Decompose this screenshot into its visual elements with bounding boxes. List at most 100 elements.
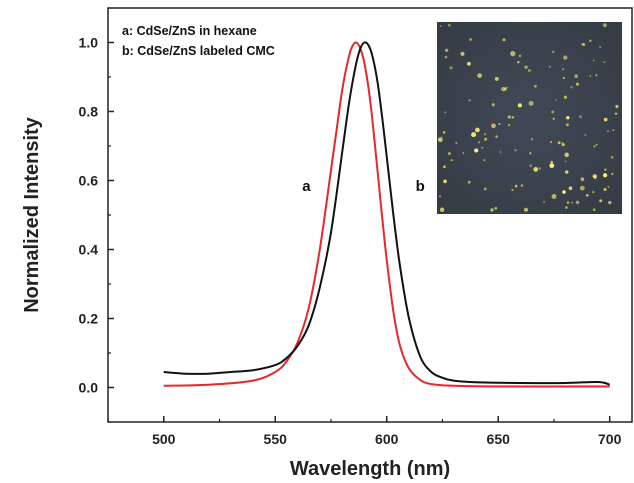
inset-dot: [517, 60, 520, 64]
x-axis-ticks: 500 550 600 650 700: [107, 416, 622, 447]
inset-dot: [495, 135, 498, 138]
inset-dot: [498, 122, 501, 125]
inset-dot: [502, 38, 506, 42]
inset-dot: [494, 206, 498, 210]
inset-dot: [552, 117, 555, 120]
inset-dot: [477, 73, 482, 78]
inset-dot: [538, 167, 541, 170]
inset-dot: [585, 193, 589, 197]
inset-dot: [575, 82, 580, 86]
inset-dot: [592, 59, 595, 62]
inset-dot: [570, 86, 573, 89]
inset-dot: [527, 69, 531, 72]
inset-dot: [615, 104, 619, 109]
inset-dot: [603, 61, 606, 64]
inset-dot: [511, 188, 514, 192]
inset-dot: [614, 112, 618, 115]
inset-dot: [468, 99, 471, 102]
inset-dot: [564, 160, 567, 163]
inset-dot: [550, 160, 553, 164]
inset-dot: [574, 74, 579, 79]
y-tick-label: 0.4: [79, 242, 99, 258]
inset-dot: [561, 143, 565, 147]
inset-dot: [595, 143, 598, 146]
y-axis-title: Normalized Intensity: [21, 116, 43, 312]
x-tick-label: 550: [264, 431, 288, 447]
inset-dot: [557, 141, 561, 145]
inset-dot: [551, 50, 555, 54]
inset-dot: [507, 123, 511, 127]
inset-dot: [533, 166, 539, 172]
inset-dot: [483, 133, 487, 136]
inset-dot: [568, 186, 573, 191]
x-axis-title: Wavelength (nm): [290, 458, 450, 480]
legend-entry-a: a: CdSe/ZnS in hexane: [122, 24, 257, 38]
inset-dot: [575, 200, 580, 205]
inset-dot: [550, 141, 552, 144]
curve-label-a: a: [302, 178, 311, 195]
inset-dot: [467, 180, 471, 184]
inset-dot: [530, 137, 534, 141]
inset-dot: [592, 174, 598, 179]
inset-dot: [599, 46, 601, 48]
inset-dot: [607, 130, 609, 133]
y-tick-label: 1.0: [79, 35, 99, 51]
inset-dot: [562, 68, 565, 71]
inset-dot: [483, 159, 486, 162]
inset-dot: [599, 199, 603, 203]
y-tick-label: 0.2: [79, 311, 99, 327]
inset-dot: [610, 155, 614, 159]
series-layer: [163, 41, 610, 388]
inset-dot: [511, 116, 515, 119]
inset-dot: [491, 103, 495, 107]
inset-dot: [507, 115, 511, 119]
inset-dot: [589, 75, 592, 77]
inset-dot: [543, 201, 545, 203]
inset-dot: [592, 208, 596, 212]
inset-dot: [455, 141, 458, 145]
inset-dot: [604, 168, 607, 171]
inset-dot: [499, 151, 502, 153]
inset-dot: [602, 173, 608, 178]
inset-dot: [475, 127, 480, 133]
inset-dot: [603, 117, 608, 122]
series-line-a: [163, 41, 610, 388]
curve-label-b: b: [416, 178, 425, 195]
inset-dot: [514, 149, 517, 152]
inset-dot: [566, 201, 570, 204]
inset-dot: [589, 39, 592, 43]
inset-dot: [563, 95, 567, 99]
inset-dot: [474, 148, 479, 153]
inset-dot: [595, 74, 598, 77]
inset-dot: [549, 163, 555, 169]
inset-dot: [565, 206, 568, 209]
inset-dot: [566, 115, 570, 120]
inset-dot: [484, 137, 488, 141]
inset-dot: [510, 51, 516, 57]
inset-dot: [524, 65, 528, 69]
x-tick-label: 650: [487, 431, 511, 447]
y-tick-label: 0.6: [79, 173, 99, 189]
inset-dot: [563, 55, 568, 60]
inset-dot: [439, 25, 442, 27]
inset-dot: [443, 165, 446, 169]
inset-dot: [584, 134, 587, 136]
y-tick-label: 0.0: [79, 380, 99, 396]
inset-dot: [593, 145, 596, 148]
inset-dot: [564, 152, 569, 158]
inset-dot: [579, 115, 582, 118]
y-tick-label: 0.8: [79, 104, 99, 120]
inset-dot: [490, 208, 494, 212]
inset-dot: [442, 131, 446, 134]
inset-dot: [551, 194, 557, 199]
inset-dot: [602, 23, 607, 28]
inset-dot: [481, 146, 484, 149]
inset-dot: [571, 201, 574, 204]
inset-dot: [608, 200, 612, 205]
inset-dot: [523, 207, 529, 212]
inset-dot: [612, 129, 615, 132]
inset-dot: [517, 103, 523, 108]
inset-dot: [450, 158, 453, 162]
y-axis-ticks: 0.0 0.2 0.4 0.6 0.8 1.0: [79, 7, 114, 423]
